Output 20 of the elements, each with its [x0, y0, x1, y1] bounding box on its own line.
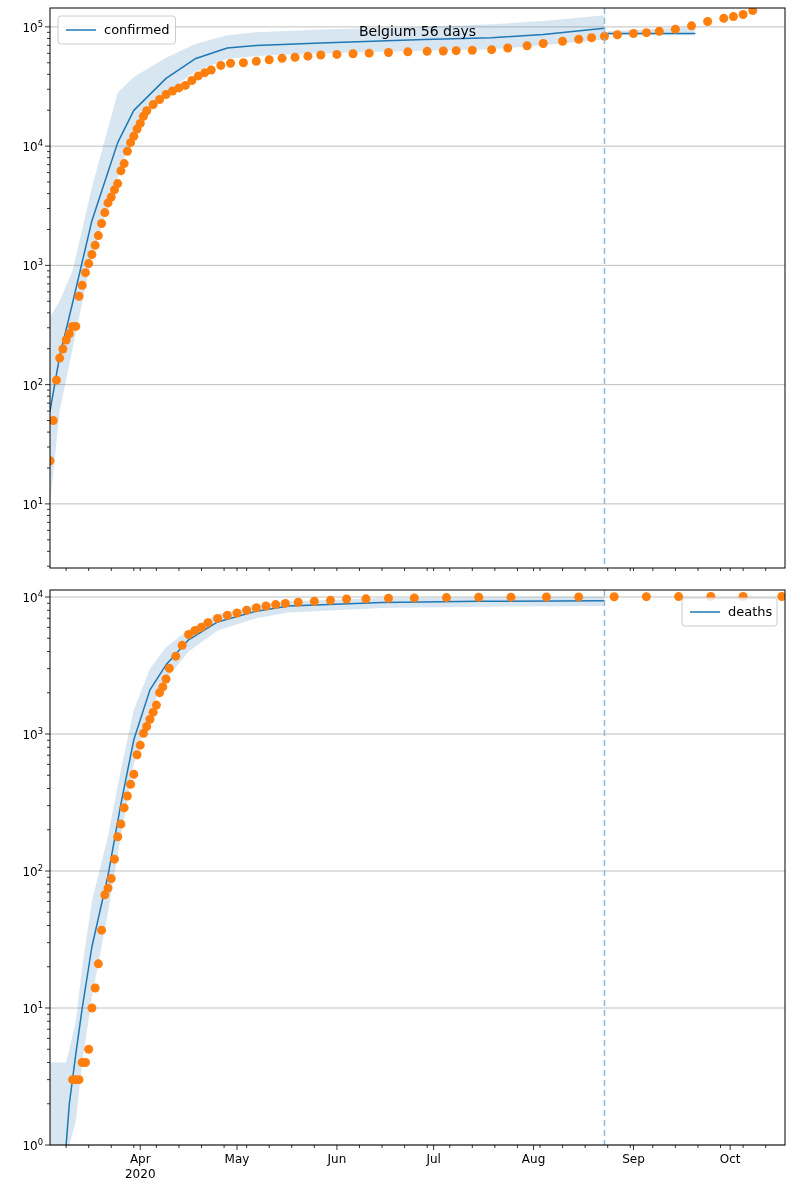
x-tick-label: Jul: [425, 1152, 441, 1166]
y-tick-label: 10$^{3}$: [22, 726, 43, 743]
text: Belgium 56 days: [358, 23, 477, 39]
y-tick-label: 10$^{2}$: [22, 863, 43, 879]
y-tick-label: 10$^{4}$: [22, 589, 43, 606]
legend-label: confirmed: [104, 22, 170, 37]
y-tick-label: 10$^{4}$: [22, 138, 43, 155]
x-tick-label: Apr 2020: [124, 1152, 156, 1181]
y-tick-label: 10$^{3}$: [22, 257, 43, 274]
x-tick-label: Sep: [622, 1152, 645, 1166]
y-tick-label: 10$^{0}$: [22, 1137, 43, 1153]
x-tick-label: May: [224, 1152, 250, 1166]
x-tick-label: Oct: [719, 1152, 741, 1166]
y-tick-label: 10$^{1}$: [22, 1000, 43, 1016]
x-tick-label: Jun: [326, 1152, 347, 1166]
x-tick-label: Aug: [521, 1152, 546, 1166]
y-tick-label: 10$^{5}$: [22, 18, 43, 35]
legend-label: deaths: [728, 604, 773, 619]
y-tick-label: 10$^{2}$: [22, 376, 43, 393]
y-tick-label: 10$^{1}$: [22, 495, 43, 512]
